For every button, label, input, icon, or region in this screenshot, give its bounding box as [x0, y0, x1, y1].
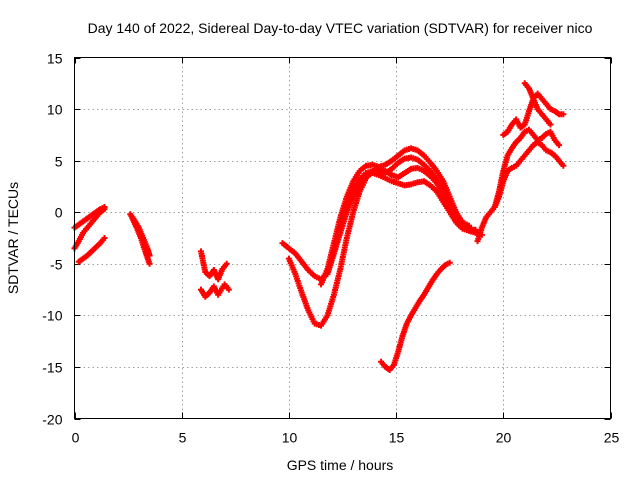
- grid: [74, 57, 611, 419]
- series-arc-5: [378, 259, 453, 374]
- series-arc-6a: [474, 139, 567, 245]
- y-tick-label: 0: [55, 205, 63, 221]
- series-arc-4b: [285, 164, 485, 329]
- plot-frame: [74, 57, 611, 419]
- x-tick-label: 25: [604, 430, 620, 446]
- series-arc-6d: [521, 80, 554, 128]
- data-point: [547, 121, 554, 128]
- x-tick-label: 20: [496, 430, 512, 446]
- series-arc-3b: [197, 281, 232, 300]
- series-arc-1c: [75, 235, 108, 265]
- series-arc-2b: [129, 215, 153, 267]
- series-arc-4d: [324, 154, 472, 278]
- data-point: [101, 235, 108, 241]
- data-point: [560, 111, 567, 118]
- y-tick-label: -10: [42, 308, 62, 324]
- x-tick-label: 0: [72, 430, 80, 446]
- data-point: [446, 259, 453, 266]
- x-tick-label: 15: [389, 430, 405, 446]
- x-tick-labels: 0 5 10 15 20 25: [72, 430, 620, 446]
- data-point: [223, 260, 230, 267]
- axis-ticks: [74, 57, 612, 420]
- y-tick-labels: -20 -15 -10 -5 0 5 10 15: [42, 51, 62, 428]
- y-tick-label: 15: [47, 51, 63, 67]
- data-point: [556, 142, 563, 149]
- series-arc-4a: [279, 170, 479, 283]
- y-tick-label: -15: [42, 360, 62, 376]
- data-point: [472, 227, 479, 234]
- data-point: [225, 286, 232, 293]
- data-points: [71, 80, 567, 374]
- data-point: [560, 162, 567, 169]
- data-point: [101, 206, 108, 213]
- y-tick-label: -20: [42, 412, 62, 428]
- y-tick-label: 5: [55, 154, 63, 170]
- y-tick-label: 10: [47, 102, 63, 118]
- series-arc-6c: [500, 90, 567, 138]
- data-point: [146, 260, 153, 267]
- x-axis-label: GPS time / hours: [287, 457, 394, 473]
- chart-title: Day 140 of 2022, Sidereal Day-to-day VTE…: [88, 20, 593, 36]
- data-point: [465, 222, 472, 229]
- series-arc-6b: [491, 126, 563, 211]
- series-arc-3a: [197, 248, 230, 283]
- y-tick-label: -5: [50, 257, 63, 273]
- x-tick-label: 5: [179, 430, 187, 446]
- y-axis-label: SDTVAR / TECUs: [5, 182, 21, 294]
- x-tick-label: 10: [282, 430, 298, 446]
